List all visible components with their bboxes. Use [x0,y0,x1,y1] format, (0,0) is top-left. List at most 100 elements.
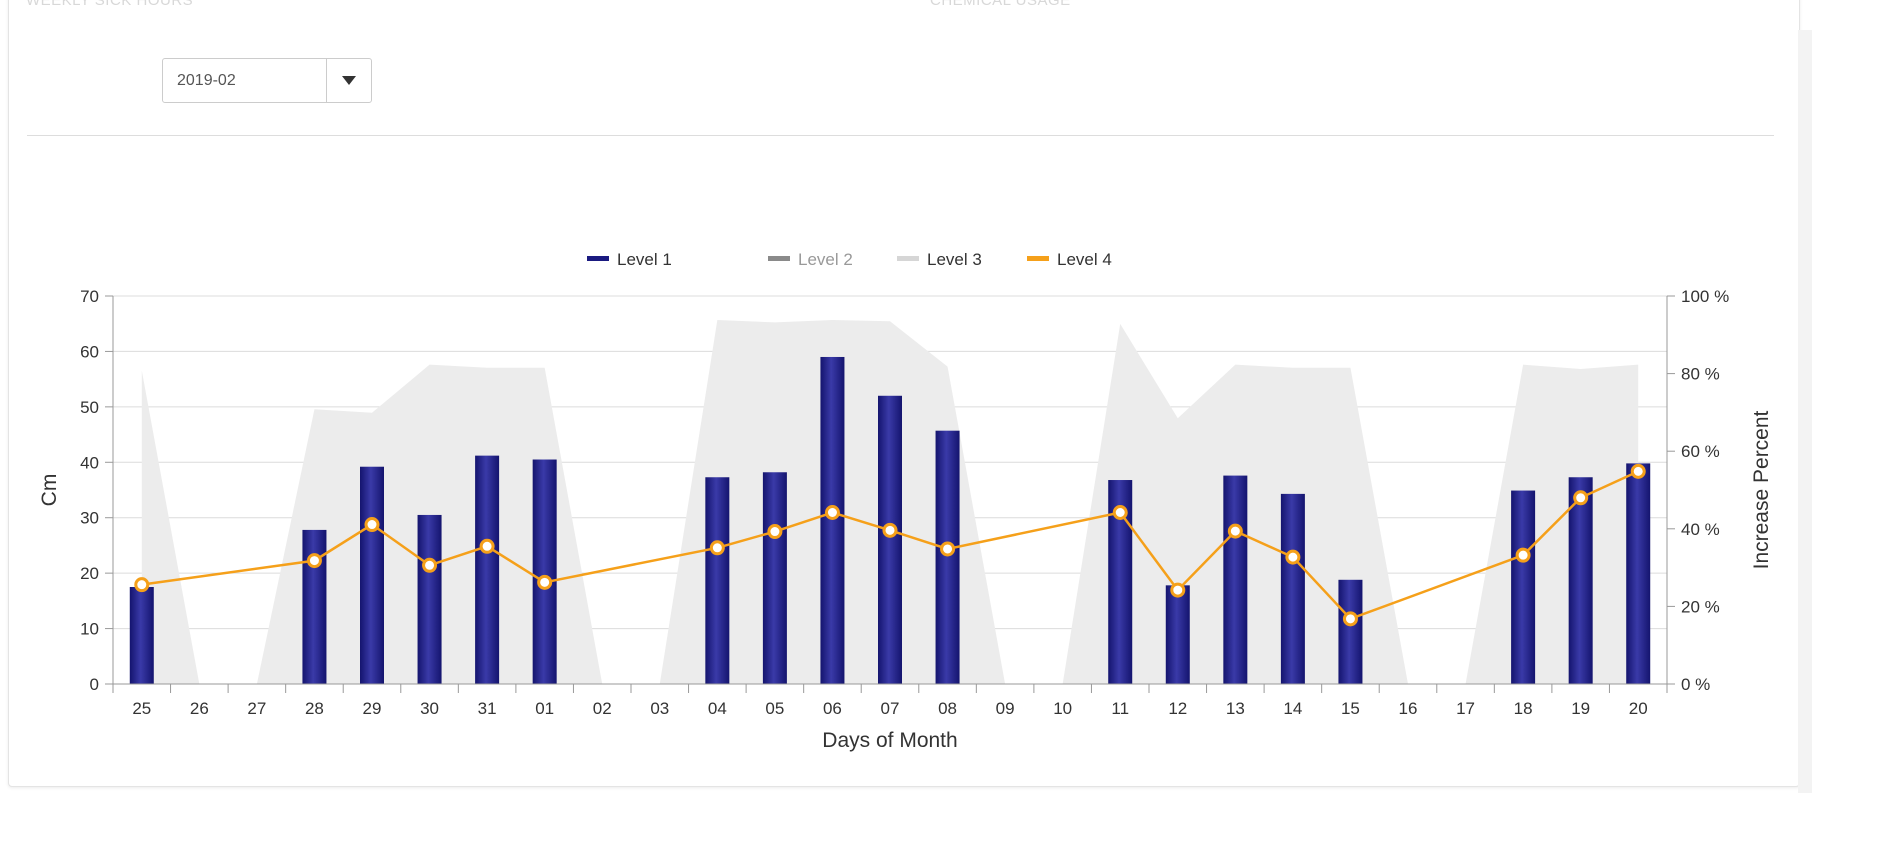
x-tick-label: 13 [1226,699,1245,718]
level-4-point [1285,549,1301,565]
y-tick-label: 40 [80,453,99,472]
y-tick-label: 70 [80,287,99,306]
level-4-point [1170,582,1186,598]
x-tick-label: 03 [650,699,669,718]
x-tick-label: 06 [823,699,842,718]
section-heading-chemical-usage: CHEMICAL USAGE [930,0,1071,9]
divider [27,135,1774,136]
legend-label: Level 1 [617,250,672,269]
level-1-bar [1626,463,1651,684]
legend-item-level-3[interactable]: Level 3 [897,250,982,269]
level-4-point [306,553,322,569]
y-tick-label: 60 [80,342,99,361]
y-axis-title: Cm [38,474,61,507]
legend-swatch [1027,256,1049,261]
legend-swatch [587,256,609,261]
y2-tick-label: 100 % [1681,287,1729,306]
y2-tick-label: 60 % [1681,442,1720,461]
legend-label: Level 4 [1057,250,1112,269]
x-tick-label: 29 [363,699,382,718]
level-1-bar [1511,490,1536,684]
x-tick-label: 16 [1399,699,1418,718]
y2-tick-label: 20 % [1681,597,1720,616]
level-4-point [767,524,783,540]
level-1-bar [1165,585,1190,684]
legend-item-level-4[interactable]: Level 4 [1027,250,1112,269]
level-4-line [134,463,1646,627]
x-tick-label: 05 [765,699,784,718]
legend-item-level-1[interactable]: Level 1 [587,250,672,269]
month-select[interactable]: 2019-02 [162,58,372,103]
x-tick-label: 18 [1514,699,1533,718]
x-tick-label: 30 [420,699,439,718]
level-4-point [824,505,840,521]
legend-label: Level 3 [927,250,982,269]
x-tick-label: 09 [996,699,1015,718]
level-1-bar [475,455,500,684]
x-tick-label: 01 [535,699,554,718]
level-1-bar [532,459,557,684]
x-tick-label: 28 [305,699,324,718]
x-tick-label: 07 [881,699,900,718]
level-1-bar [302,529,327,684]
month-select-toggle[interactable] [326,59,371,102]
x-tick-label: 02 [593,699,612,718]
month-select-value: 2019-02 [177,72,236,89]
x-tick-label: 12 [1168,699,1187,718]
x-tick-label: 14 [1283,699,1302,718]
x-tick-label: 31 [478,699,497,718]
level-1-bars [129,356,1651,684]
level-4-point [422,557,438,573]
x-tick-label: 08 [938,699,957,718]
level-4-point [940,541,956,557]
legend-swatch [897,256,919,261]
y-tick-label: 20 [80,564,99,583]
level-4-point [364,517,380,533]
level-1-bar [705,477,730,684]
x-tick-label: 17 [1456,699,1475,718]
level-4-point [1630,463,1646,479]
legend[interactable]: Level 1 Level 2 Level 3 Level 4 [587,250,1112,269]
level-1-bar [417,514,442,684]
legend-item-level-2[interactable]: Level 2 [768,250,853,269]
level-1-bar [1338,579,1363,684]
y2-tick-label: 40 % [1681,520,1720,539]
scroll-gutter [1798,30,1812,793]
level-4-point [882,522,898,538]
y-tick-label: 30 [80,509,99,528]
x-tick-label: 04 [708,699,727,718]
level-1-bar [820,356,845,684]
y2-axis-title: Increase Percent [1750,410,1773,569]
level-4-point [709,540,725,556]
level-4-point [1573,490,1589,506]
x-tick-label: 26 [190,699,209,718]
legend-label: Level 2 [798,250,853,269]
level-4-point [1227,523,1243,539]
x-tick-label: 25 [132,699,151,718]
x-tick-label: 10 [1053,699,1072,718]
x-tick-label: 15 [1341,699,1360,718]
level-4-point [479,538,495,554]
level-1-bar [360,466,384,684]
level-4-point [537,574,553,590]
level-1-bar [1223,475,1248,684]
y2-tick-label: 0 % [1681,675,1710,694]
level-1-bar [762,472,787,684]
level-1-bar [878,395,902,684]
y2-tick-label: 80 % [1681,365,1720,384]
y-tick-label: 0 [90,675,99,694]
chevron-down-icon [342,76,356,85]
x-tick-label: 19 [1571,699,1590,718]
x-tick-label: 11 [1111,699,1129,718]
level-1-bar [1280,493,1305,684]
level-1-bar [129,587,154,684]
y-tick-label: 50 [80,398,99,417]
level-1-bar [1568,477,1593,684]
x-axis-title: Days of Month [822,729,957,752]
x-tick-label: 20 [1629,699,1648,718]
level-4-point [1112,505,1128,521]
x-tick-label: 27 [247,699,266,718]
level-4-point [134,577,150,593]
